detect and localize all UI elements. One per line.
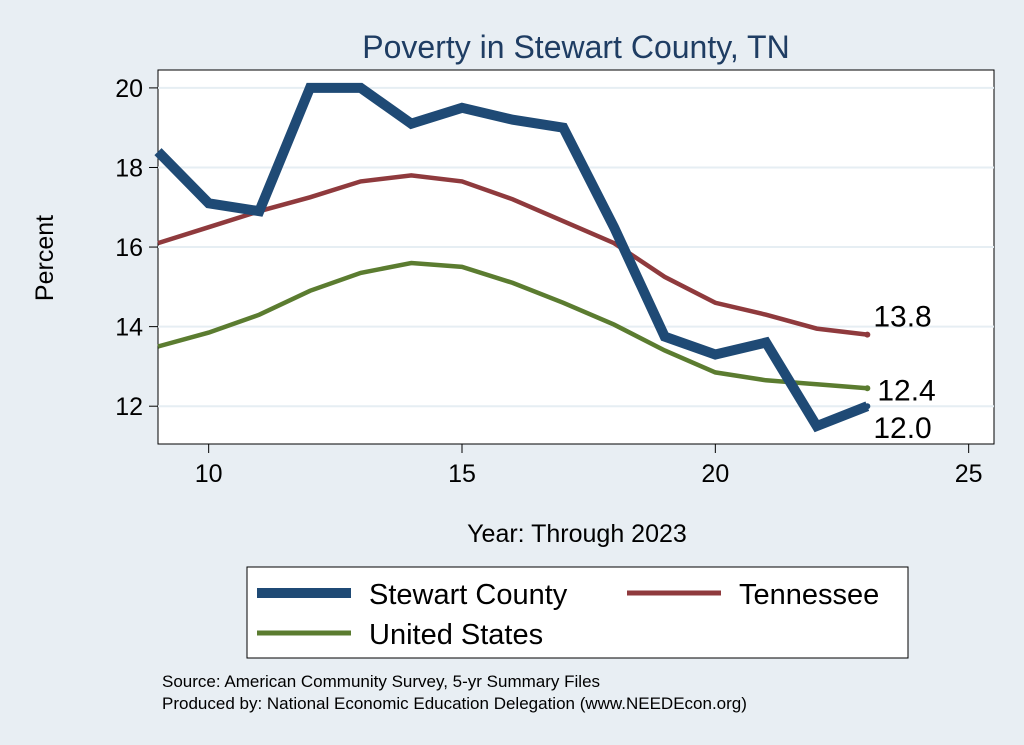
y-tick-label: 20 (115, 75, 143, 103)
legend-box (246, 566, 909, 659)
end-value-label: 13.8 (873, 301, 931, 334)
x-tick-label: 25 (955, 460, 983, 488)
series-line-stewart-county (154, 82, 870, 433)
series-layer (154, 82, 870, 433)
end-point (864, 403, 871, 410)
x-axis-label: Year: Through 2023 (467, 520, 687, 548)
plot-area (157, 69, 995, 445)
produced-note: Produced by: National Economic Education… (162, 694, 747, 713)
end-labels: 12.0 13.8 12.4 (864, 301, 936, 445)
x-tick-label: 15 (448, 460, 476, 488)
y-tick-label: 18 (115, 154, 143, 182)
y-axis-label: Percent (31, 215, 59, 301)
legend-label-tennessee: Tennessee (739, 579, 879, 611)
y-tick-label: 12 (115, 393, 143, 421)
x-tick-label: 10 (195, 460, 223, 488)
legend-label-stewart-county: Stewart County (369, 579, 568, 611)
chart-title: Poverty in Stewart County, TN (362, 29, 789, 65)
end-point (864, 385, 871, 392)
end-value-label: 12.0 (873, 412, 931, 445)
series-line-united-states (157, 260, 868, 391)
axes: 12 14 16 18 20 10 15 20 25 (115, 75, 982, 488)
end-value-label: 12.4 (877, 374, 935, 407)
legend-label-united-states: United States (369, 619, 543, 651)
source-note: Source: American Community Survey, 5-yr … (162, 672, 600, 691)
x-tick-label: 20 (701, 460, 729, 488)
y-tick-label: 16 (115, 234, 143, 262)
legend: Stewart County Tennessee United States (246, 566, 909, 659)
end-point (864, 331, 871, 338)
series-line-tennessee (157, 173, 868, 337)
y-tick-label: 14 (115, 314, 143, 342)
